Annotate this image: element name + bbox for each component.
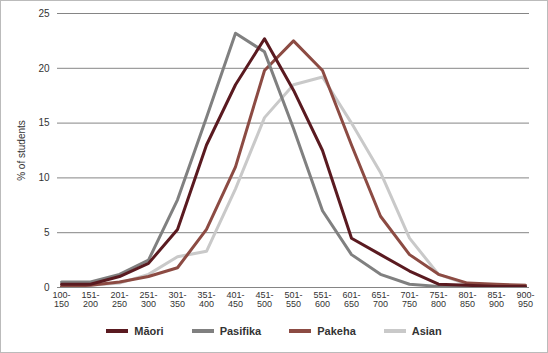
- svg-text:10: 10: [38, 172, 50, 183]
- svg-text:25: 25: [38, 8, 50, 19]
- svg-text:751-800: 751-800: [429, 290, 447, 309]
- svg-text:251-300: 251-300: [139, 290, 157, 309]
- svg-text:501-550: 501-550: [284, 290, 302, 309]
- svg-text:551-600: 551-600: [313, 290, 331, 309]
- svg-text:601-650: 601-650: [342, 290, 360, 309]
- svg-text:15: 15: [38, 117, 50, 128]
- svg-text:451-500: 451-500: [255, 290, 273, 309]
- svg-text:401-450: 401-450: [226, 290, 244, 309]
- svg-text:0: 0: [44, 282, 50, 293]
- svg-text:701-750: 701-750: [400, 290, 418, 309]
- svg-text:351-400: 351-400: [197, 290, 215, 309]
- svg-text:201-250: 201-250: [110, 290, 128, 309]
- svg-text:100-150: 100-150: [52, 290, 70, 309]
- html-text:Pasifika: Pasifika: [219, 325, 262, 337]
- svg-text:% of students: % of students: [16, 120, 27, 181]
- svg-text:801-850: 801-850: [458, 290, 476, 309]
- svg-text:20: 20: [38, 63, 50, 74]
- svg-text:151-200: 151-200: [81, 290, 99, 309]
- svg-text:301-350: 301-350: [168, 290, 186, 309]
- html-text:Pakeha: Pakeha: [317, 325, 356, 337]
- svg-text:851-900: 851-900: [487, 290, 505, 309]
- html-text:Māori: Māori: [134, 325, 164, 337]
- svg-text:651-700: 651-700: [371, 290, 389, 309]
- svg-text:900-950: 900-950: [516, 290, 534, 309]
- html-text:Asian: Asian: [411, 325, 442, 337]
- svg-text:5: 5: [44, 227, 50, 238]
